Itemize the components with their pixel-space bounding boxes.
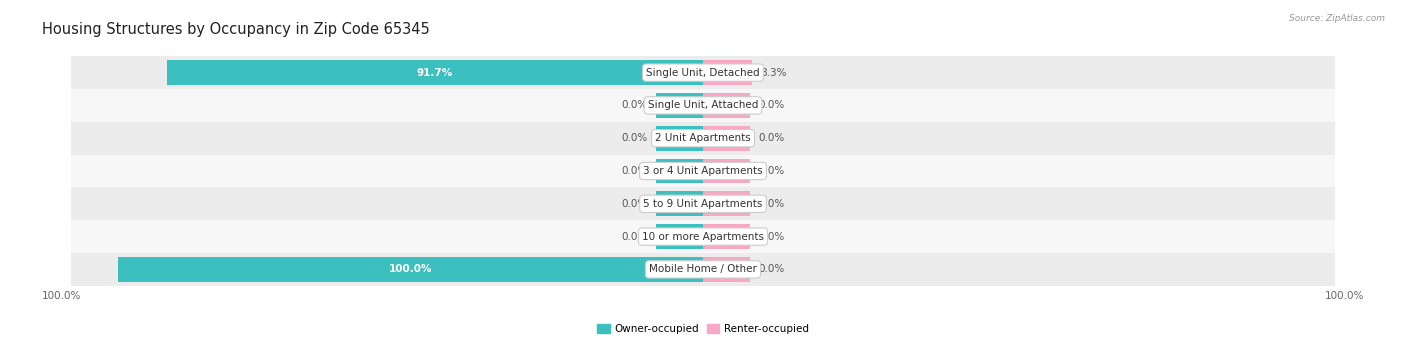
- Text: Single Unit, Attached: Single Unit, Attached: [648, 101, 758, 110]
- Text: 8.3%: 8.3%: [761, 68, 787, 78]
- Text: 0.0%: 0.0%: [759, 133, 785, 143]
- Bar: [703, 257, 749, 282]
- Text: 91.7%: 91.7%: [416, 68, 453, 78]
- Bar: [72, 122, 1334, 155]
- Text: 3 or 4 Unit Apartments: 3 or 4 Unit Apartments: [643, 166, 763, 176]
- Bar: [72, 220, 1334, 253]
- Bar: [703, 60, 752, 85]
- Bar: [657, 224, 703, 249]
- Text: 5 to 9 Unit Apartments: 5 to 9 Unit Apartments: [644, 199, 762, 209]
- Bar: [72, 155, 1334, 187]
- Text: 0.0%: 0.0%: [621, 166, 647, 176]
- Bar: [703, 93, 749, 118]
- Text: Mobile Home / Other: Mobile Home / Other: [650, 264, 756, 274]
- Text: 100.0%: 100.0%: [389, 264, 433, 274]
- Bar: [703, 224, 749, 249]
- Bar: [72, 89, 1334, 122]
- Bar: [703, 192, 749, 216]
- Bar: [72, 253, 1334, 286]
- Text: 100.0%: 100.0%: [42, 291, 82, 301]
- Text: Source: ZipAtlas.com: Source: ZipAtlas.com: [1289, 14, 1385, 23]
- Text: 100.0%: 100.0%: [1324, 291, 1364, 301]
- Bar: [118, 257, 703, 282]
- Text: 0.0%: 0.0%: [759, 199, 785, 209]
- Bar: [657, 159, 703, 183]
- Bar: [72, 187, 1334, 220]
- Text: 2 Unit Apartments: 2 Unit Apartments: [655, 133, 751, 143]
- Bar: [657, 192, 703, 216]
- Text: 0.0%: 0.0%: [621, 232, 647, 241]
- Bar: [703, 159, 749, 183]
- Bar: [703, 126, 749, 150]
- Text: 0.0%: 0.0%: [621, 199, 647, 209]
- Text: 0.0%: 0.0%: [759, 101, 785, 110]
- Text: 0.0%: 0.0%: [759, 166, 785, 176]
- Text: 0.0%: 0.0%: [621, 133, 647, 143]
- Text: 0.0%: 0.0%: [759, 264, 785, 274]
- Text: 0.0%: 0.0%: [621, 101, 647, 110]
- Legend: Owner-occupied, Renter-occupied: Owner-occupied, Renter-occupied: [593, 320, 813, 338]
- Text: Housing Structures by Occupancy in Zip Code 65345: Housing Structures by Occupancy in Zip C…: [42, 22, 430, 37]
- Bar: [657, 126, 703, 150]
- Bar: [167, 60, 703, 85]
- Text: 10 or more Apartments: 10 or more Apartments: [643, 232, 763, 241]
- Bar: [657, 93, 703, 118]
- Text: 0.0%: 0.0%: [759, 232, 785, 241]
- Text: Single Unit, Detached: Single Unit, Detached: [647, 68, 759, 78]
- Bar: [72, 56, 1334, 89]
